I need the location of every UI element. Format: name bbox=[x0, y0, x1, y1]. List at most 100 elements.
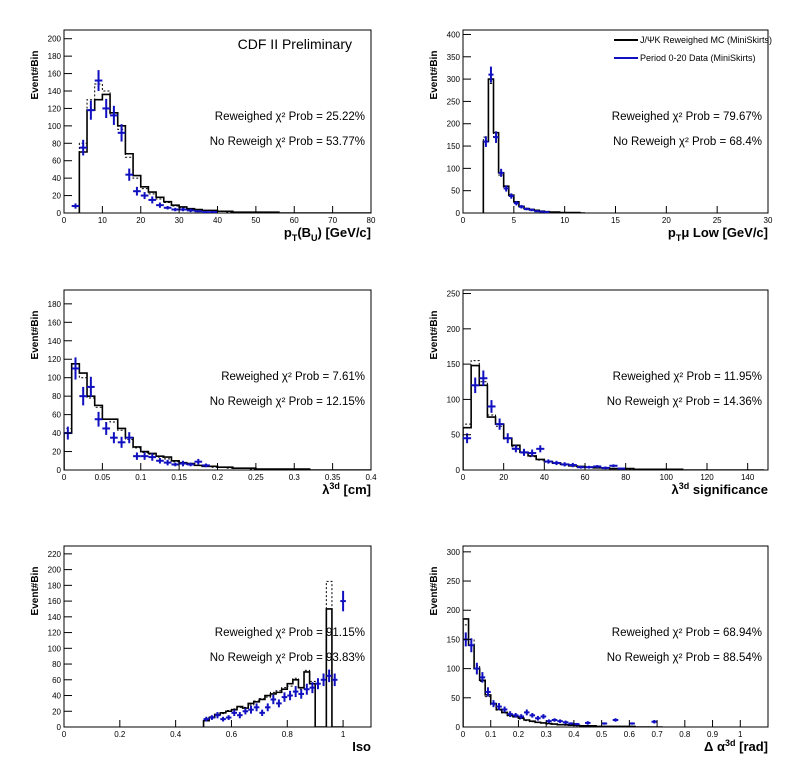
y-tick-label: 350 bbox=[447, 53, 461, 62]
mc-reweighed-histogram bbox=[482, 78, 585, 213]
y-tick-label: 60 bbox=[52, 157, 61, 166]
data-point bbox=[102, 98, 111, 119]
data-point bbox=[601, 722, 608, 725]
chi2-reweighed-label: Reweighed χ² Prob = 68.94% bbox=[612, 627, 762, 639]
data-point bbox=[485, 687, 491, 697]
data-point bbox=[194, 458, 203, 465]
x-axis-label-part: 3d bbox=[725, 738, 736, 748]
x-axis-label-part: 3d bbox=[329, 481, 340, 491]
x-axis-label-part: Iso bbox=[352, 739, 371, 754]
data-point bbox=[171, 207, 180, 212]
y-tick-label: 60 bbox=[52, 411, 61, 420]
y-tick-label: 140 bbox=[48, 87, 62, 96]
data-point bbox=[315, 678, 321, 690]
y-tick-label: 140 bbox=[48, 337, 62, 346]
data-point bbox=[501, 706, 508, 713]
x-tick-label: 40 bbox=[540, 473, 549, 482]
data-point bbox=[576, 465, 585, 469]
y-tick-label: 120 bbox=[48, 355, 62, 364]
data-point bbox=[331, 673, 338, 687]
data-point bbox=[194, 210, 203, 213]
x-tick-label: 0.4 bbox=[568, 730, 580, 739]
x-tick-label: 80 bbox=[621, 473, 630, 482]
data-point bbox=[474, 662, 480, 675]
y-tick-label: 20 bbox=[52, 192, 61, 201]
x-tick-label: 0.7 bbox=[652, 730, 664, 739]
x-axis-label-part: p bbox=[284, 225, 292, 240]
x-tick-label: 10 bbox=[560, 216, 569, 225]
data-point bbox=[651, 719, 658, 724]
data-point bbox=[524, 207, 530, 211]
data-point bbox=[304, 683, 310, 695]
x-tick-label: 0 bbox=[461, 216, 466, 225]
data-point bbox=[562, 720, 569, 725]
chi2-noreweigh-label: No Reweigh χ² Prob = 53.77% bbox=[210, 136, 365, 148]
data-point bbox=[535, 715, 541, 721]
data-point bbox=[94, 70, 103, 91]
panel-3: 0 0.05 0.1 0.15 0.2 0.25 0.3 0.35 0.4 0 20 40 60 80 10… bbox=[30, 289, 377, 497]
data-point bbox=[281, 692, 288, 702]
y-tick-label: 250 bbox=[447, 290, 461, 299]
data-point bbox=[231, 709, 238, 716]
y-tick-label: 150 bbox=[447, 360, 461, 369]
data-point bbox=[539, 210, 545, 213]
data-point bbox=[203, 716, 210, 722]
data-point bbox=[209, 211, 218, 213]
data-point bbox=[479, 370, 488, 386]
chi2-noreweigh-label: No Reweigh χ² Prob = 14.36% bbox=[607, 396, 762, 408]
x-tick-label: 20 bbox=[499, 473, 508, 482]
data-point bbox=[110, 105, 118, 125]
plot-area bbox=[463, 618, 663, 727]
plot-area bbox=[64, 357, 371, 470]
x-tick-label: 60 bbox=[581, 473, 590, 482]
x-tick-label: 20 bbox=[662, 216, 671, 225]
plot-frame bbox=[63, 545, 372, 728]
y-axis-label: Event#Bin bbox=[30, 567, 41, 616]
x-tick-label: 0.8 bbox=[282, 730, 294, 739]
panel-1: 0 10 20 30 40 50 60 70 80 0 20 40 60 80 100 120 140 160 18… bbox=[30, 29, 376, 243]
data-point bbox=[536, 445, 545, 453]
panel-6: 0 0.1 0.2 0.3 0.4 0.5 0.6 0.7 0.8 0.9 1 0 50 100 150 20… bbox=[429, 545, 769, 754]
data-point bbox=[163, 459, 172, 466]
plot-area bbox=[71, 70, 371, 213]
x-axis-label: Δ α3d [rad] bbox=[704, 738, 768, 754]
chi2-noreweigh-label: No Reweigh χ² Prob = 93.83% bbox=[210, 652, 365, 664]
y-tick-label: 400 bbox=[447, 30, 461, 39]
x-tick-label: 120 bbox=[700, 473, 714, 482]
data-point bbox=[518, 204, 524, 209]
x-tick-label: 0.05 bbox=[95, 473, 111, 482]
data-point bbox=[148, 453, 157, 461]
y-tick-label: 200 bbox=[447, 606, 461, 615]
data-point bbox=[468, 638, 475, 653]
y-tick-label: 120 bbox=[48, 104, 62, 113]
data-point bbox=[528, 449, 537, 457]
x-axis-label-part: ) [GeV/c] bbox=[318, 225, 371, 240]
data-point bbox=[488, 66, 494, 83]
y-tick-label: 250 bbox=[447, 97, 461, 106]
preliminary-label: CDF II Preliminary bbox=[238, 36, 352, 52]
data-point bbox=[551, 718, 558, 722]
y-tick-label: 300 bbox=[447, 548, 461, 557]
data-point bbox=[544, 459, 553, 464]
y-tick-label: 100 bbox=[447, 665, 461, 674]
y-tick-label: 100 bbox=[48, 122, 62, 131]
x-tick-label: 10 bbox=[98, 216, 107, 225]
x-tick-label: 0.5 bbox=[596, 730, 608, 739]
y-tick-label: 80 bbox=[52, 139, 61, 148]
data-point bbox=[512, 712, 519, 718]
x-axis-label-part: significance bbox=[689, 482, 768, 497]
x-axis-label-part: [rad] bbox=[736, 739, 769, 754]
x-axis-label-part: μ Low [GeV/c] bbox=[681, 225, 768, 240]
x-axis-label-part: 3d bbox=[679, 481, 690, 491]
data-point bbox=[156, 202, 164, 208]
data-point bbox=[214, 712, 221, 719]
x-axis-label-part: T bbox=[676, 233, 682, 243]
x-tick-label: 1 bbox=[738, 730, 743, 739]
y-axis-label: Event#Bin bbox=[30, 51, 41, 100]
x-tick-label: 20 bbox=[136, 216, 145, 225]
plot-area bbox=[482, 66, 585, 213]
chi2-reweighed-label: Reweighed χ² Prob = 91.15% bbox=[215, 627, 365, 639]
data-point bbox=[171, 462, 180, 467]
x-axis-label-part: [cm] bbox=[340, 482, 371, 497]
data-point bbox=[601, 466, 610, 470]
